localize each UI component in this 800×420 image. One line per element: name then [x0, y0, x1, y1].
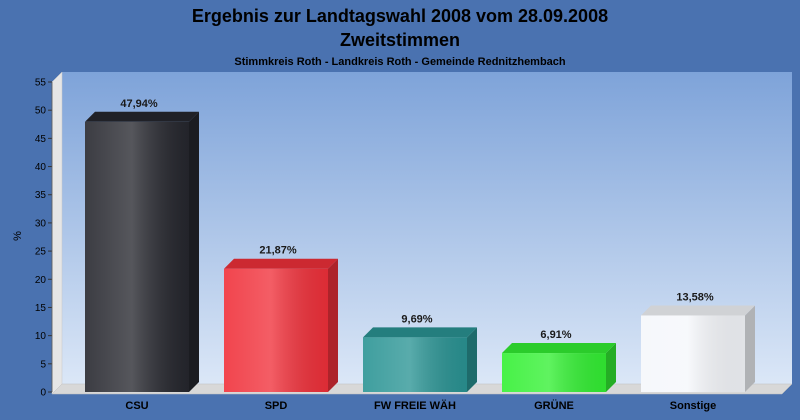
bar-highlight	[85, 121, 189, 392]
bar-spd: 21,87%	[224, 245, 338, 392]
chart-title-line2: Zweitstimmen	[340, 30, 460, 50]
data-label: 9,69%	[401, 313, 432, 325]
bar-top	[363, 327, 477, 338]
y-tick-label: 35	[35, 190, 47, 201]
bar-side	[606, 343, 616, 392]
bar-csu: 47,94%	[85, 98, 199, 392]
chart-title: Ergebnis zur Landtagswahl 2008 vom 28.09…	[192, 6, 608, 26]
bar-top	[224, 258, 338, 269]
y-tick-label: 30	[35, 218, 47, 229]
data-label: 6,91%	[540, 329, 571, 341]
y-tick-label: 20	[35, 275, 47, 286]
bars: 47,94% 21,87% 9,69% 6,91% 13,58%	[85, 98, 755, 392]
bar-highlight	[224, 268, 328, 392]
x-tick-label: FW FREIE WÄH	[374, 399, 456, 412]
y-axis-title: %	[12, 231, 24, 241]
y-tick-label: 55	[35, 78, 47, 89]
data-label: 47,94%	[120, 98, 158, 110]
y-axis: 0 5 10 15 20 25 30 35 40 45 50 55	[35, 78, 53, 399]
bar-highlight	[641, 315, 745, 392]
bar-side	[328, 258, 338, 392]
bar-fw-freie-w-h: 9,69%	[363, 313, 477, 392]
y-tick-label: 25	[35, 247, 47, 258]
y-tick-label: 10	[35, 331, 47, 342]
bar-side	[189, 111, 199, 392]
y-tick-label: 50	[35, 106, 47, 117]
x-tick-label: CSU	[125, 400, 148, 412]
bar-sonstige: 13,58%	[641, 291, 755, 392]
bar-top	[85, 111, 199, 122]
bar-highlight	[363, 337, 467, 392]
bar-side	[467, 327, 477, 392]
bar-top	[641, 305, 755, 316]
y-tick-label: 5	[40, 359, 46, 370]
chart-subtitle: Stimmkreis Roth - Landkreis Roth - Gemei…	[234, 56, 566, 68]
bar-gr-ne: 6,91%	[502, 329, 616, 392]
y-tick-label: 15	[35, 303, 47, 314]
bar-side	[745, 305, 755, 392]
x-axis: CSU SPD FW FREIE WÄH GRÜNE Sonstige	[125, 399, 716, 412]
plot-side-wall	[51, 71, 63, 395]
x-tick-label: SPD	[265, 400, 288, 412]
y-tick-label: 45	[35, 134, 47, 145]
data-label: 21,87%	[259, 245, 297, 257]
data-label: 13,58%	[676, 291, 714, 303]
y-tick-label: 40	[35, 162, 47, 173]
x-tick-label: Sonstige	[670, 400, 716, 412]
y-tick-label: 0	[40, 388, 46, 399]
bar-top	[502, 343, 616, 354]
x-tick-label: GRÜNE	[534, 399, 574, 412]
bar-highlight	[502, 353, 606, 392]
